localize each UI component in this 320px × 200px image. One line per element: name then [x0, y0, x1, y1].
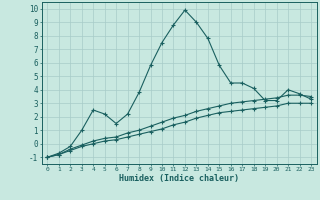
X-axis label: Humidex (Indice chaleur): Humidex (Indice chaleur) — [119, 174, 239, 183]
